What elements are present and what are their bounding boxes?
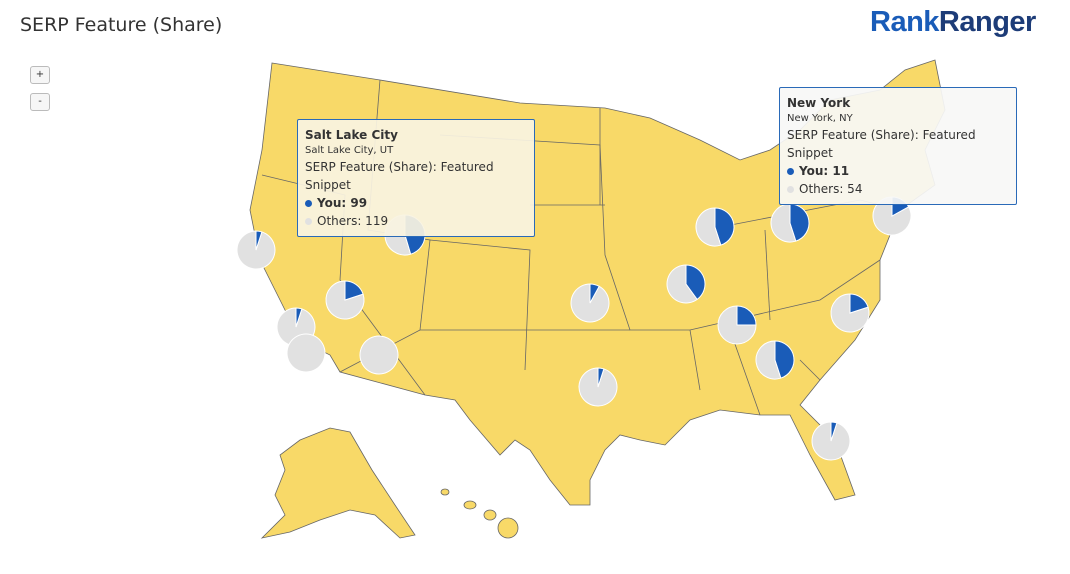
legend-dot xyxy=(787,168,794,175)
pies xyxy=(236,196,912,461)
tooltip: New York New York, NY SERP Feature (Shar… xyxy=(779,87,1017,205)
tooltip-others: Others: 54 xyxy=(799,182,863,196)
pie-you xyxy=(255,230,263,251)
hawaii xyxy=(497,517,519,539)
tooltip-title: New York xyxy=(787,96,851,110)
logo-part: Rank xyxy=(870,6,939,38)
pie-others xyxy=(286,333,326,373)
pie-you xyxy=(736,305,757,326)
tooltip-you: You: 11 xyxy=(799,164,850,178)
pie-you xyxy=(589,283,600,304)
page-title: SERP Feature (Share) xyxy=(20,14,223,36)
logo-part: Ranger xyxy=(938,6,1036,38)
pie-others xyxy=(359,335,399,375)
logo: RankRanger xyxy=(870,6,1036,39)
pie-others xyxy=(717,305,757,345)
zoom-out-button[interactable]: - xyxy=(30,93,50,111)
state-line xyxy=(799,359,821,381)
pie-others xyxy=(666,264,698,304)
alaska xyxy=(260,427,416,539)
legend-dot xyxy=(305,218,312,225)
hawaii xyxy=(483,509,497,521)
tooltip: Salt Lake City Salt Lake City, UT SERP F… xyxy=(297,119,535,237)
state-line xyxy=(439,134,701,391)
hawaii xyxy=(440,488,450,496)
pie-you xyxy=(830,421,838,442)
hawaii xyxy=(463,500,477,510)
state-line xyxy=(764,229,771,321)
pie-you xyxy=(597,367,605,388)
tooltip-series: SERP Feature (Share): Featured Snippet xyxy=(787,128,976,160)
tooltip-location: New York, NY xyxy=(787,113,853,124)
legend-dot xyxy=(787,186,794,193)
tooltip-others: Others: 119 xyxy=(317,214,389,228)
zoom-in-button[interactable]: + xyxy=(30,66,50,84)
pie-you xyxy=(295,307,303,328)
tooltip-series: SERP Feature (Share): Featured Snippet xyxy=(305,160,494,192)
tooltip-title: Salt Lake City xyxy=(305,128,398,142)
pie-you xyxy=(774,340,795,379)
pie-you xyxy=(714,207,735,246)
pie-you xyxy=(849,293,869,314)
pie-you xyxy=(344,280,364,301)
tooltip-you: You: 99 xyxy=(317,196,368,210)
legend-dot xyxy=(305,200,312,207)
pie-you xyxy=(685,264,706,301)
tooltip-location: Salt Lake City, UT xyxy=(305,145,394,156)
